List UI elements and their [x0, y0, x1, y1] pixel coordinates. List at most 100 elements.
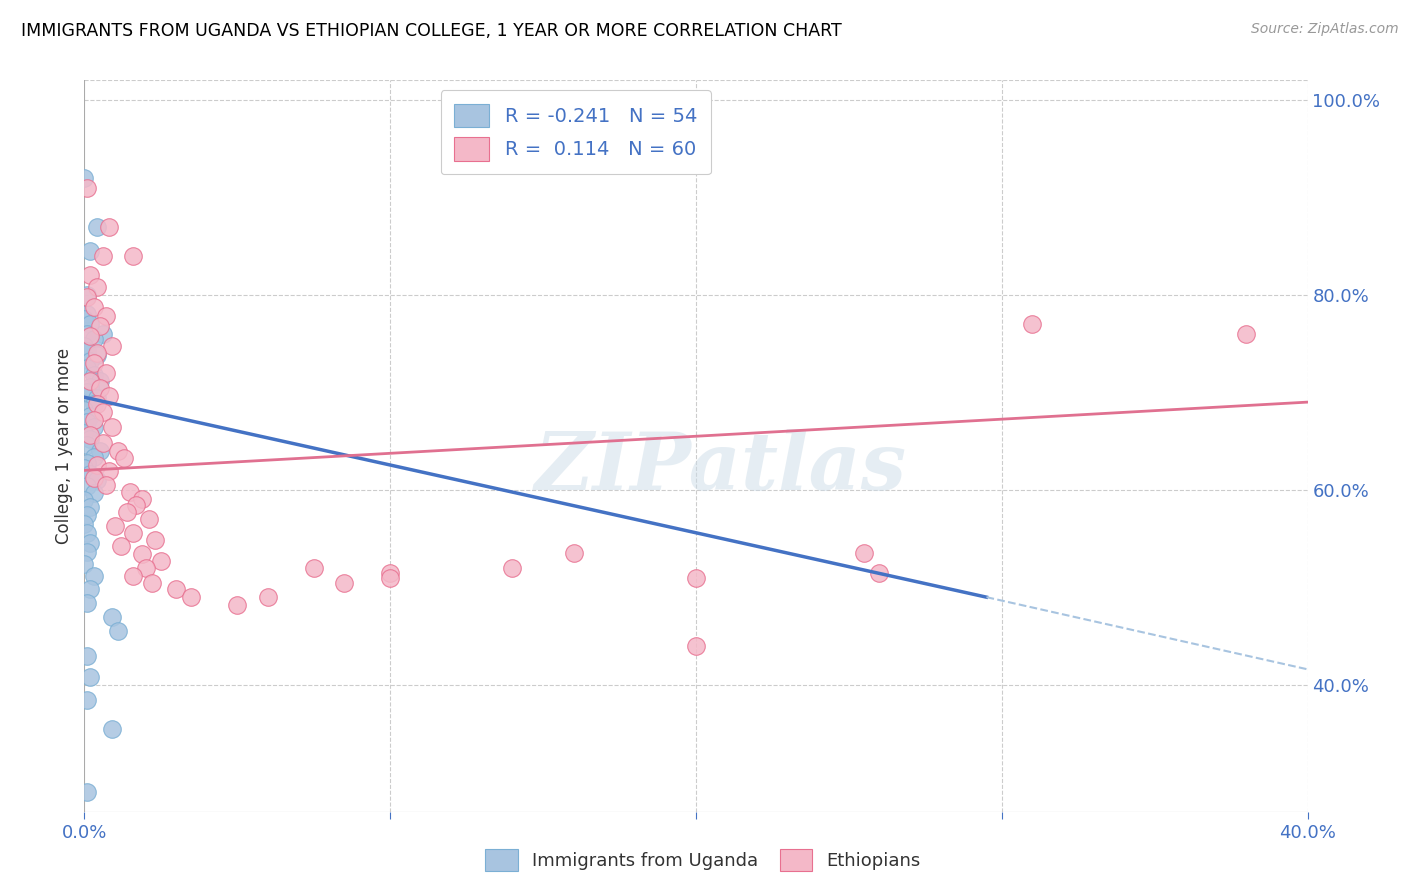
- Point: [94, 310, 117, 324]
- Point: [131, 491, 153, 506]
- Point: [76, 525, 98, 540]
- Point: [76, 288, 98, 302]
- Text: ZIPatlas: ZIPatlas: [534, 429, 907, 507]
- Point: [91, 326, 114, 341]
- Point: [79, 428, 101, 442]
- Point: [76, 648, 98, 663]
- Point: [76, 180, 98, 194]
- Point: [86, 219, 108, 234]
- Point: [73, 516, 96, 531]
- Point: [869, 566, 891, 580]
- Point: [79, 379, 101, 393]
- Point: [76, 438, 98, 452]
- Point: [853, 546, 876, 560]
- Text: Source: ZipAtlas.com: Source: ZipAtlas.com: [1251, 22, 1399, 37]
- Point: [104, 519, 127, 533]
- Point: [79, 535, 101, 549]
- Point: [76, 692, 98, 706]
- Point: [97, 219, 120, 234]
- Point: [94, 478, 117, 492]
- Point: [180, 590, 202, 604]
- Point: [83, 368, 105, 382]
- Point: [91, 436, 114, 450]
- Point: [83, 356, 105, 370]
- Point: [135, 561, 157, 575]
- Point: [502, 561, 524, 575]
- Point: [76, 508, 98, 523]
- Point: [86, 391, 108, 405]
- Point: [165, 582, 187, 597]
- Point: [91, 405, 114, 419]
- Point: [89, 443, 111, 458]
- Point: [257, 590, 280, 604]
- Point: [120, 484, 142, 499]
- Point: [76, 415, 98, 429]
- Point: [79, 582, 101, 597]
- Point: [83, 485, 105, 500]
- Point: [79, 244, 101, 258]
- Point: [107, 624, 129, 639]
- Point: [76, 326, 98, 341]
- Point: [79, 317, 101, 331]
- Point: [86, 397, 108, 411]
- Point: [76, 385, 98, 400]
- Point: [73, 403, 96, 417]
- Point: [86, 473, 108, 487]
- Point: [91, 249, 114, 263]
- Point: [79, 328, 101, 343]
- Point: [380, 571, 402, 585]
- Point: [122, 525, 145, 540]
- Point: [73, 170, 96, 185]
- Point: [79, 432, 101, 446]
- Point: [101, 338, 124, 352]
- Point: [97, 464, 120, 478]
- Point: [89, 381, 111, 395]
- Point: [685, 571, 707, 585]
- Point: [86, 458, 108, 472]
- Point: [685, 639, 707, 653]
- Point: [101, 420, 124, 434]
- Point: [73, 426, 96, 441]
- Point: [76, 344, 98, 359]
- Point: [73, 312, 96, 326]
- Point: [83, 300, 105, 314]
- Point: [79, 500, 101, 515]
- Point: [86, 348, 108, 362]
- Legend: R = -0.241   N = 54, R =  0.114   N = 60: R = -0.241 N = 54, R = 0.114 N = 60: [440, 90, 710, 175]
- Point: [89, 374, 111, 388]
- Point: [1236, 326, 1258, 341]
- Point: [149, 554, 172, 568]
- Point: [122, 249, 145, 263]
- Point: [101, 609, 124, 624]
- Point: [302, 561, 325, 575]
- Point: [107, 443, 129, 458]
- Point: [73, 338, 96, 352]
- Point: [83, 450, 105, 464]
- Point: [122, 568, 145, 582]
- Point: [76, 456, 98, 470]
- Point: [226, 598, 249, 612]
- Point: [76, 596, 98, 610]
- Point: [76, 545, 98, 559]
- Point: [83, 332, 105, 346]
- Point: [141, 575, 163, 590]
- Point: [125, 499, 148, 513]
- Point: [83, 471, 105, 485]
- Point: [86, 280, 108, 294]
- Point: [79, 670, 101, 684]
- Point: [115, 505, 138, 519]
- Point: [333, 575, 356, 590]
- Point: [79, 409, 101, 423]
- Point: [73, 557, 96, 571]
- Point: [97, 389, 120, 403]
- Point: [76, 361, 98, 376]
- Point: [76, 479, 98, 493]
- Point: [101, 722, 124, 736]
- Point: [131, 547, 153, 561]
- Point: [73, 492, 96, 507]
- Point: [79, 467, 101, 482]
- Point: [86, 346, 108, 360]
- Point: [143, 533, 166, 547]
- Text: IMMIGRANTS FROM UGANDA VS ETHIOPIAN COLLEGE, 1 YEAR OR MORE CORRELATION CHART: IMMIGRANTS FROM UGANDA VS ETHIOPIAN COLL…: [21, 22, 842, 40]
- Point: [73, 461, 96, 475]
